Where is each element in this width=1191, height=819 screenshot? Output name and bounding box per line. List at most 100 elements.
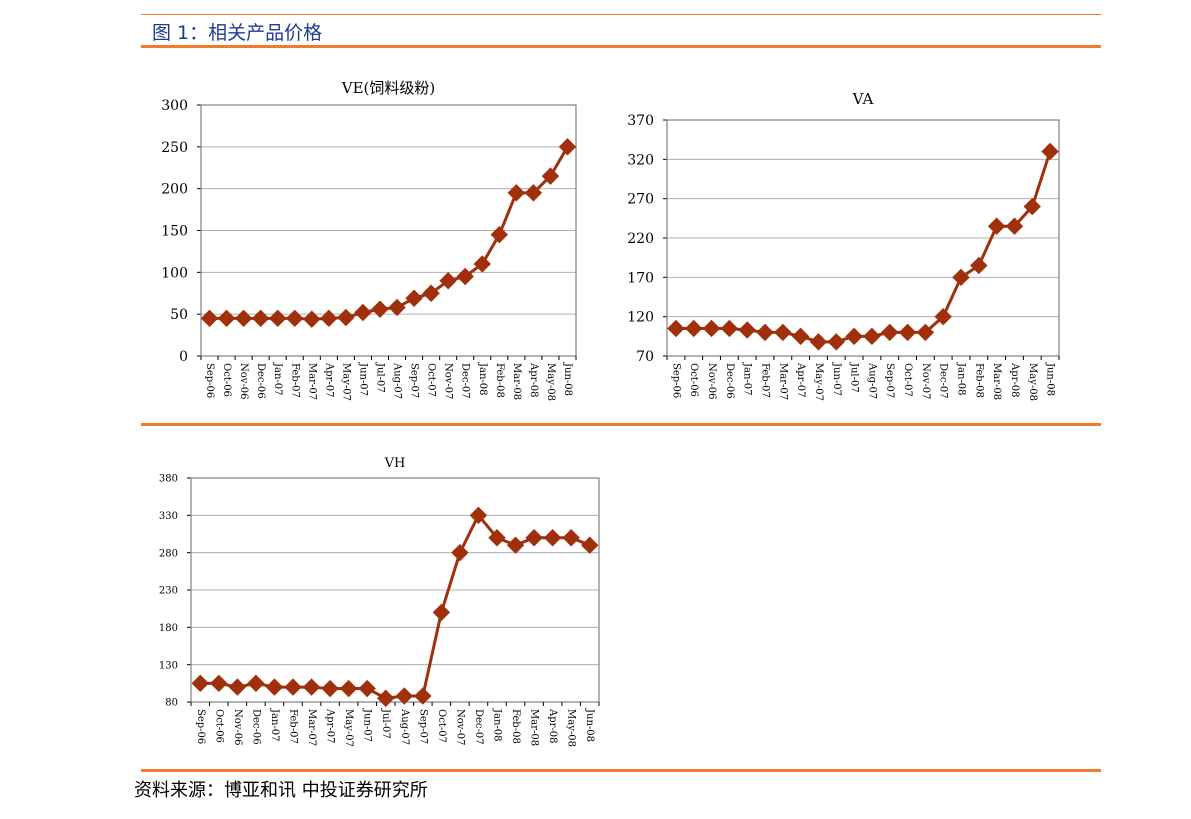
data-point xyxy=(881,323,899,342)
y-tick-label: 250 xyxy=(161,140,188,156)
title-rule xyxy=(141,45,1101,48)
data-point xyxy=(827,333,845,351)
data-point xyxy=(321,679,339,698)
x-tick-label: Oct-06 xyxy=(213,709,224,743)
data-point xyxy=(405,289,423,307)
x-tick-label: Jan-07 xyxy=(742,362,753,396)
x-tick-label: Apr-07 xyxy=(795,362,806,398)
x-tick-label: Nov-07 xyxy=(443,363,454,400)
x-tick-label: May-08 xyxy=(1027,363,1038,401)
y-tick-label: 100 xyxy=(161,265,188,281)
y-tick-label: 120 xyxy=(627,310,654,326)
series-line xyxy=(200,513,591,700)
data-point xyxy=(439,271,457,290)
y-tick-label: 170 xyxy=(627,270,654,286)
x-tick-label: Oct-07 xyxy=(436,709,447,743)
data-point xyxy=(685,319,703,338)
x-tick-label: Mar-08 xyxy=(511,363,522,400)
y-tick-label: 70 xyxy=(636,349,654,365)
x-tick-label: Jul-07 xyxy=(374,362,385,393)
data-point xyxy=(228,678,247,696)
x-tick-label: Apr-08 xyxy=(547,708,558,744)
data-point xyxy=(354,303,372,322)
x-tick-label: Feb-07 xyxy=(760,363,771,398)
x-tick-label: Oct-06 xyxy=(688,363,699,397)
x-tick-label: Feb-08 xyxy=(973,363,984,398)
data-point xyxy=(952,268,970,287)
data-point xyxy=(863,327,881,346)
data-point xyxy=(200,309,219,328)
x-tick-label: Sep-06 xyxy=(195,709,206,744)
data-point xyxy=(191,674,209,693)
ve-chart: VE(饲料级粉) 0 50 100 150 200 250 300 Sep-06 Oct-06 No… xyxy=(161,79,577,401)
vh-chart: VH 80 130 180 230 280 330 380 Sep-06 Oct-06 Nov-06… xyxy=(159,456,600,747)
data-point xyxy=(247,674,265,693)
data-point xyxy=(320,309,338,328)
data-point xyxy=(210,674,228,693)
x-tick-label: Sep-07 xyxy=(884,363,895,398)
figure-title: 图 1：相关产品价格 xyxy=(152,22,323,44)
x-tick-label: Dec-06 xyxy=(255,363,266,399)
data-point xyxy=(774,323,792,342)
x-tick-label: Aug-07 xyxy=(866,362,877,399)
data-point xyxy=(490,225,509,244)
x-tick-label: Jan-07 xyxy=(269,708,280,742)
data-point xyxy=(469,506,488,525)
data-point xyxy=(791,327,810,346)
data-point xyxy=(809,333,828,351)
y-tick-label: 280 xyxy=(159,548,178,559)
x-tick-label: Jun-08 xyxy=(562,362,573,396)
x-tick-label: Dec-06 xyxy=(724,363,735,399)
x-tick-label: Jun-08 xyxy=(584,708,595,742)
x-tick-label: May-08 xyxy=(545,363,556,401)
x-tick-label: Apr-07 xyxy=(323,362,334,398)
y-tick-label: 300 xyxy=(161,98,188,114)
data-point xyxy=(414,687,432,705)
data-point xyxy=(422,284,440,302)
data-point xyxy=(543,529,562,547)
data-point xyxy=(339,679,358,698)
data-point xyxy=(581,536,599,554)
data-point xyxy=(987,217,1006,235)
y-tick-label: 220 xyxy=(627,231,654,247)
chart-title: VE(饲料级粉) xyxy=(341,79,436,97)
data-point xyxy=(507,184,526,202)
data-point xyxy=(284,678,302,696)
x-tick-label: Jan-07 xyxy=(272,362,283,396)
data-point xyxy=(371,300,389,318)
x-tick-label: Jun-07 xyxy=(357,362,368,396)
y-tick-label: 380 xyxy=(159,474,178,485)
x-tick-label: Jan-08 xyxy=(956,362,967,396)
bottom-rule xyxy=(141,769,1101,772)
x-tick-label: Nov-06 xyxy=(232,709,243,746)
x-tick-label: Oct-07 xyxy=(426,363,437,397)
data-point xyxy=(234,309,253,328)
y-tick-label: 320 xyxy=(627,152,654,168)
x-tick-label: Dec-07 xyxy=(938,363,949,399)
data-point xyxy=(337,308,355,327)
x-tick-label: Feb-08 xyxy=(494,363,505,398)
data-point xyxy=(217,309,236,328)
top-rule xyxy=(141,14,1101,15)
x-tick-label: Jan-08 xyxy=(477,362,488,396)
y-tick-label: 330 xyxy=(159,511,178,522)
x-tick-label: Nov-07 xyxy=(920,363,931,400)
y-tick-label: 150 xyxy=(161,224,188,240)
x-tick-label: Apr-08 xyxy=(528,362,539,398)
data-point xyxy=(506,536,525,554)
data-point xyxy=(286,309,304,328)
data-point xyxy=(251,309,270,328)
x-tick-label: Nov-06 xyxy=(706,363,717,400)
source-note: 资料来源：博亚和讯 中投证券研究所 xyxy=(134,780,428,801)
x-tick-label: Apr-07 xyxy=(325,708,336,744)
x-tick-label: Oct-06 xyxy=(221,363,232,397)
data-point xyxy=(1023,197,1041,216)
x-tick-label: Mar-08 xyxy=(991,363,1002,400)
data-point xyxy=(432,603,451,622)
x-tick-label: Jul-07 xyxy=(849,362,860,393)
data-point xyxy=(451,543,469,562)
x-tick-label: Jun-07 xyxy=(362,708,373,742)
x-tick-label: Sep-06 xyxy=(670,363,681,398)
data-point xyxy=(525,529,543,547)
x-tick-label: Mar-07 xyxy=(306,709,317,746)
